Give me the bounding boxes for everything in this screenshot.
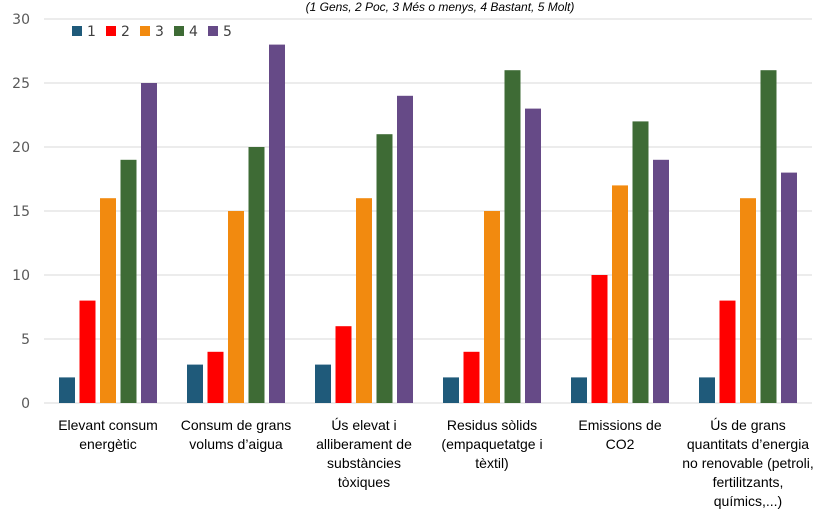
bar-series-5 bbox=[397, 95, 413, 404]
bar-series-1 bbox=[59, 377, 75, 403]
bar-series-1 bbox=[699, 377, 715, 403]
bar-series-4 bbox=[248, 147, 265, 403]
legend-swatch-3 bbox=[140, 26, 150, 36]
chart-subtitle: (1 Gens, 2 Poc, 3 Més o menys, 4 Bastant… bbox=[306, 0, 575, 14]
y-tick-label: 5 bbox=[21, 332, 30, 348]
category-label: Elevant consum energètic bbox=[58, 417, 158, 452]
bar-series-4 bbox=[376, 134, 393, 403]
y-tick-label: 25 bbox=[12, 76, 30, 92]
gridlines bbox=[44, 18, 812, 404]
legend-swatch-1 bbox=[72, 26, 82, 36]
category-label: Emissions de CO2 bbox=[578, 417, 661, 452]
bar-series-3 bbox=[740, 198, 756, 403]
bar-series-2 bbox=[335, 326, 352, 403]
bar-series-5 bbox=[781, 172, 797, 403]
bar-series-1 bbox=[443, 377, 459, 403]
bar-series-3 bbox=[228, 211, 244, 403]
bar-series-3 bbox=[100, 198, 116, 403]
bar-series-4 bbox=[632, 121, 649, 404]
category-label: Residus sòlids (empaquetatge i tèxtil) bbox=[441, 417, 542, 471]
bar-series-3 bbox=[612, 185, 628, 403]
category-label: Consum de grans volums d’aigua bbox=[181, 417, 292, 452]
legend-label-5: 5 bbox=[223, 24, 232, 40]
bar-series-3 bbox=[356, 198, 372, 403]
y-tick-label: 30 bbox=[12, 12, 30, 28]
bar-series-2 bbox=[591, 275, 608, 403]
bar-series-2 bbox=[463, 351, 480, 403]
bar-series-2 bbox=[207, 351, 224, 403]
legend-swatch-2 bbox=[106, 26, 116, 36]
bar-series-5 bbox=[269, 44, 285, 403]
bar-series-2 bbox=[719, 300, 736, 403]
y-tick-label: 10 bbox=[12, 268, 30, 284]
y-tick-label: 15 bbox=[12, 204, 30, 220]
legend-swatch-5 bbox=[208, 26, 218, 36]
bar-series-1 bbox=[187, 364, 203, 403]
x-axis-categories: Elevant consum energètic Consum de grans vo… bbox=[58, 417, 814, 509]
bar-series-3 bbox=[484, 211, 500, 403]
y-axis-ticks: 0 5 10 15 20 25 30 bbox=[12, 12, 30, 412]
bar-series-4 bbox=[120, 159, 137, 403]
bar-series-4 bbox=[760, 70, 777, 403]
category-label: Ús de grans quantitats d’energia no renova… bbox=[682, 417, 814, 509]
legend-label-1: 1 bbox=[87, 24, 96, 40]
legend-swatch-4 bbox=[174, 26, 184, 36]
bar-series-5 bbox=[653, 159, 669, 403]
bars bbox=[59, 44, 797, 404]
legend: 1 2 3 4 5 bbox=[72, 24, 232, 40]
bar-series-5 bbox=[141, 83, 157, 403]
bar-series-1 bbox=[571, 377, 587, 403]
legend-label-4: 4 bbox=[189, 24, 198, 40]
legend-label-3: 3 bbox=[155, 24, 164, 40]
legend-label-2: 2 bbox=[121, 24, 130, 40]
category-label: Ús elevat i alliberament de substàncies tòx… bbox=[316, 417, 412, 490]
bar-series-1 bbox=[315, 364, 331, 403]
bar-series-5 bbox=[525, 108, 541, 403]
bar-series-2 bbox=[79, 300, 96, 403]
bar-series-4 bbox=[504, 70, 521, 403]
y-tick-label: 20 bbox=[12, 140, 30, 156]
y-tick-label: 0 bbox=[21, 396, 30, 412]
